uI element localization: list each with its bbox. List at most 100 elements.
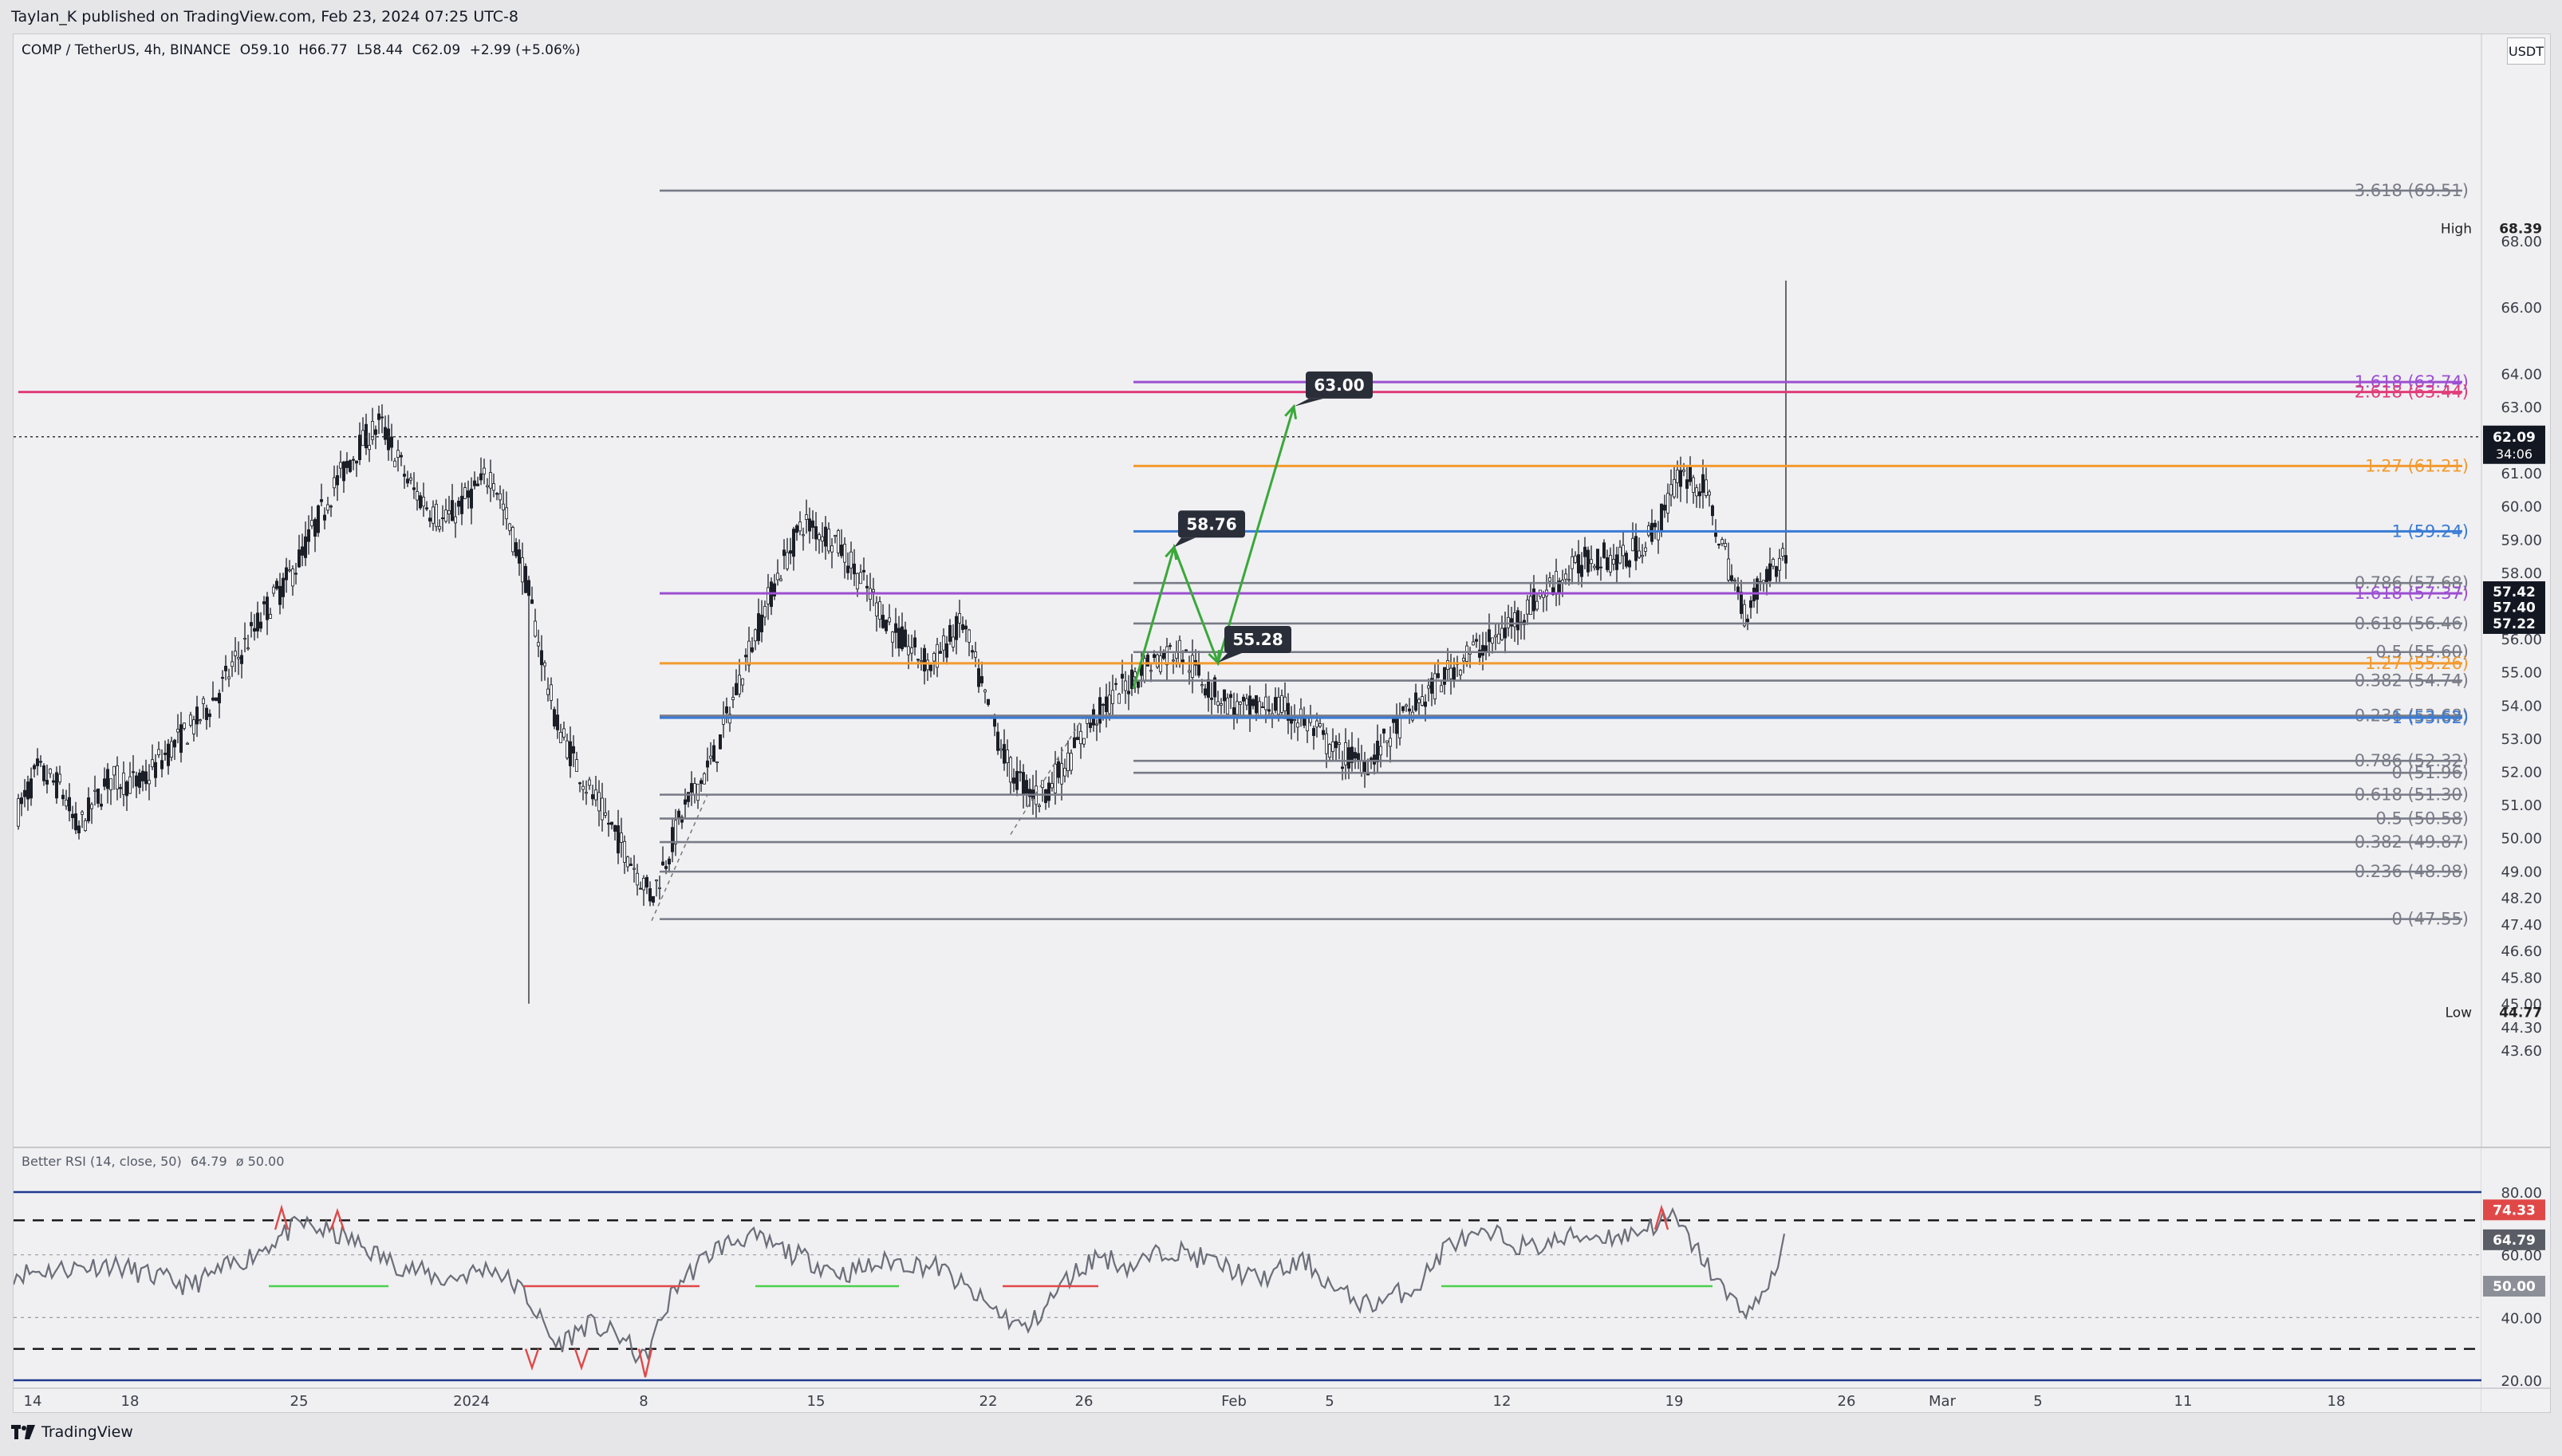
candle-body xyxy=(100,803,104,807)
candle-body xyxy=(636,872,640,886)
candle-body xyxy=(1117,694,1121,704)
candle-body xyxy=(1184,649,1188,651)
price-tick: 55.00 xyxy=(2501,665,2542,682)
candle-body xyxy=(776,573,780,580)
candle-body xyxy=(325,504,329,511)
candle-body xyxy=(1551,587,1555,596)
tradingview-logo[interactable]: TradingView xyxy=(11,1423,133,1441)
price-tick: 68.00 xyxy=(2501,234,2542,250)
candle-body xyxy=(818,534,822,541)
candle-body xyxy=(977,668,981,687)
time-tick: 14 xyxy=(24,1393,42,1410)
rsi-name[interactable]: Better RSI (14, close, 50) xyxy=(22,1154,182,1169)
candle-body xyxy=(1685,479,1689,489)
candle-body xyxy=(885,620,889,632)
fib-level-label: 0 (47.55) xyxy=(2391,910,2469,929)
symbol-legend[interactable]: COMP / TetherUS, 4h, BINANCE O59.10 H66.… xyxy=(22,42,585,58)
candle-body xyxy=(306,529,310,542)
candle-body xyxy=(112,765,116,776)
projection-label-box xyxy=(1178,510,1245,538)
candle-body xyxy=(1188,670,1192,673)
candle-body xyxy=(668,858,672,864)
price-tick: 53.00 xyxy=(2501,731,2542,748)
symbol-name[interactable]: COMP / TetherUS, 4h, BINANCE xyxy=(22,42,231,58)
candle-body xyxy=(1280,695,1284,713)
candle-body xyxy=(1427,685,1431,689)
candle-body xyxy=(447,510,451,515)
candle-body xyxy=(1245,698,1249,706)
candle-body xyxy=(1736,586,1740,593)
candle-body xyxy=(581,785,585,790)
candle-body xyxy=(220,677,224,679)
time-tick: 11 xyxy=(2174,1393,2193,1410)
tradingview-icon xyxy=(11,1425,35,1439)
candle-body xyxy=(1641,555,1645,557)
candle-body xyxy=(553,709,557,727)
candle-body xyxy=(428,517,432,521)
candle-body xyxy=(872,588,876,592)
candle-body xyxy=(492,483,496,491)
candle-body xyxy=(268,614,272,619)
price-tag-value: 57.22 xyxy=(2493,616,2536,632)
candle-body xyxy=(233,651,237,656)
candle-body xyxy=(1433,673,1437,699)
candle-body xyxy=(1248,695,1252,716)
candle-body xyxy=(1239,702,1243,705)
candle-body xyxy=(1143,658,1147,681)
candle-body xyxy=(684,799,688,805)
candle-body xyxy=(846,565,850,573)
candle-body xyxy=(172,739,176,748)
candle-body xyxy=(754,629,758,642)
candle-body xyxy=(1044,789,1048,804)
fib-level-label: 1.27 (61.21) xyxy=(2365,456,2469,475)
candle-body xyxy=(432,506,436,524)
candle-body xyxy=(757,613,761,641)
candle-body xyxy=(1137,681,1141,688)
rsi-tag xyxy=(2483,1199,2545,1221)
fib-level-label: 2.618 (63.44) xyxy=(2355,383,2469,402)
candle-body xyxy=(109,778,113,790)
candle-body xyxy=(572,746,576,754)
candle-body xyxy=(942,636,946,651)
candle-body xyxy=(118,787,122,789)
candle-body xyxy=(1452,667,1456,682)
candle-body xyxy=(961,624,965,630)
candle-body xyxy=(875,602,879,616)
price-tick: 56.00 xyxy=(2501,632,2542,648)
candle-body xyxy=(731,697,735,700)
chart-container[interactable]: 3.618 (69.51) 1.618 (63.74) 2.618 (63.44) 1… xyxy=(13,33,2551,1413)
candle-body xyxy=(1612,559,1616,565)
candle-body xyxy=(907,646,911,655)
candle-body xyxy=(814,526,818,540)
candle-body xyxy=(1510,618,1514,627)
chart-canvas[interactable]: 3.618 (69.51) 1.618 (63.74)2.618 (63.44) 1… xyxy=(14,34,2550,1412)
candle-body xyxy=(680,817,684,823)
candle-body xyxy=(786,552,790,569)
candle-body xyxy=(1175,651,1179,659)
candle-body xyxy=(412,487,416,490)
candle-body xyxy=(1338,742,1342,746)
rsi-legend[interactable]: Better RSI (14, close, 50) 64.79 ø 50.00 xyxy=(22,1154,289,1169)
candle-body xyxy=(1060,763,1064,785)
time-axis[interactable]: 14 18 25 2024 8 15 22 26 Feb 5 12 19 26 Mar 5 11 18 xyxy=(14,1387,2550,1410)
candle-body xyxy=(49,769,53,774)
currency-button[interactable]: USDT xyxy=(2507,37,2545,65)
candle-body xyxy=(964,625,968,630)
candle-body xyxy=(923,647,927,672)
candle-body xyxy=(380,416,384,419)
candle-body xyxy=(435,503,439,527)
candle-body xyxy=(687,792,691,802)
rsi-pane[interactable]: 80.00 60.00 40.00 20.00 74.33 64.79 50.00 xyxy=(14,1147,2550,1412)
fib-level-label: 0.382 (54.74) xyxy=(2355,671,2469,691)
candle-body xyxy=(239,655,243,664)
candle-body xyxy=(1357,753,1361,761)
low-marker-label: Low xyxy=(2446,1005,2473,1021)
candle-body xyxy=(1662,505,1666,511)
candle-body xyxy=(789,550,793,554)
candle-body xyxy=(706,760,710,768)
candle-body xyxy=(792,529,796,557)
candle-body xyxy=(294,573,298,575)
candle-body xyxy=(1638,550,1642,558)
candle-body xyxy=(227,676,231,679)
candle-body xyxy=(652,895,656,903)
